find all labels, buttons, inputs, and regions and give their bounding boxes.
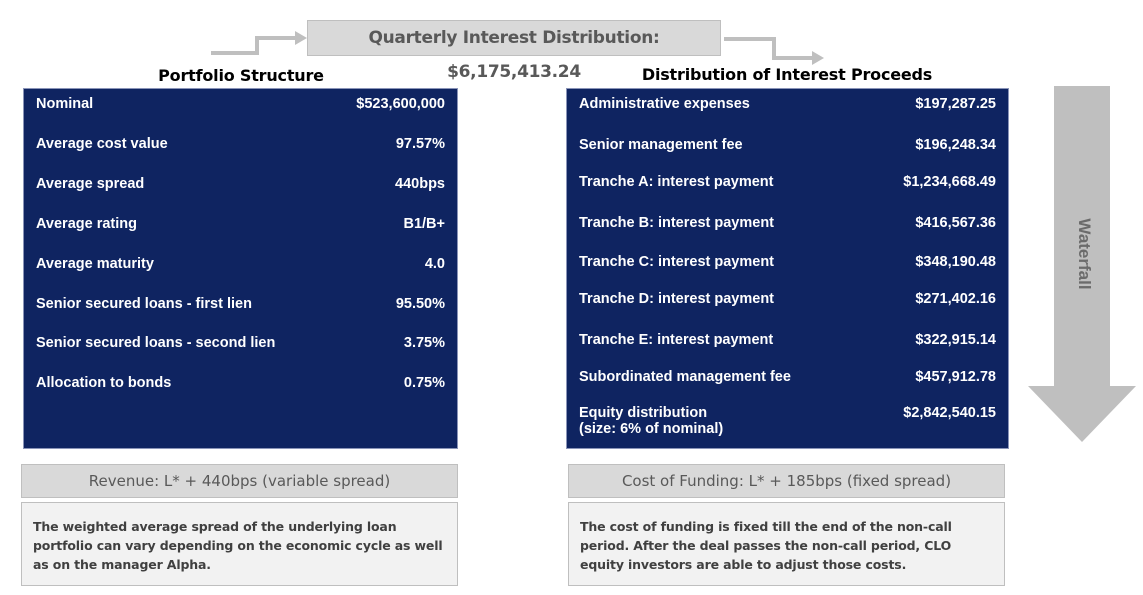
- row-label: Equity distribution (size: 6% of nominal…: [579, 405, 723, 437]
- row-label-main: Equity distribution: [579, 405, 708, 421]
- row-label: Average cost value: [36, 136, 168, 152]
- row-value: $322,915.14: [915, 332, 996, 348]
- row-label: Subordinated management fee: [579, 369, 791, 385]
- row-value: $523,600,000: [356, 96, 445, 112]
- waterfall-label: Waterfall: [1075, 218, 1094, 290]
- row-label: Administrative expenses: [579, 96, 750, 112]
- row-label: Tranche C: interest payment: [579, 254, 774, 270]
- row-value: $196,248.34: [915, 137, 996, 153]
- row-label: Tranche A: interest payment: [579, 174, 774, 190]
- revenue-label: Revenue: L* + 440bps (variable spread): [21, 464, 458, 498]
- row-label: Average spread: [36, 176, 145, 192]
- connector-arrow-right: [724, 37, 824, 65]
- row-value: 97.57%: [395, 136, 445, 152]
- portfolio-structure-title: Portfolio Structure: [158, 66, 324, 85]
- connector-arrow-left: [211, 31, 307, 55]
- row-label-sub: (size: 6% of nominal): [579, 421, 724, 437]
- row-value: 440bps: [395, 176, 445, 192]
- row-value: $271,402.16: [915, 291, 996, 307]
- row-value: 0.75%: [403, 375, 445, 391]
- row-label: Nominal: [36, 96, 94, 112]
- cost-of-funding-note: The cost of funding is fixed till the en…: [568, 502, 1005, 586]
- row-value: B1/B+: [403, 216, 445, 232]
- row-value: 3.75%: [403, 335, 445, 351]
- row-label: Tranche B: interest payment: [579, 215, 774, 231]
- row-value: $1,234,668.49: [903, 174, 996, 190]
- row-label: Tranche E: interest payment: [579, 332, 774, 348]
- row-value: $416,567.36: [915, 215, 996, 231]
- cost-of-funding-label: Cost of Funding: L* + 185bps (fixed spre…: [568, 464, 1005, 498]
- row-label: Senior secured loans - first lien: [36, 296, 252, 312]
- row-value: $457,912.78: [915, 369, 996, 385]
- distribution-panel: Administrative expenses $197,287.25 Seni…: [566, 88, 1009, 449]
- revenue-note: The weighted average spread of the under…: [21, 502, 458, 586]
- row-value: 95.50%: [395, 296, 445, 312]
- quarterly-distribution-title: Quarterly Interest Distribution: $6,175,…: [307, 20, 721, 82]
- row-label: Average maturity: [36, 256, 154, 272]
- row-value: 4.0: [424, 256, 445, 272]
- row-value: $2,842,540.15: [903, 405, 996, 421]
- portfolio-structure-panel: Nominal $523,600,000 Average cost value …: [23, 88, 458, 449]
- row-label: Senior management fee: [579, 137, 743, 153]
- row-label: Tranche D: interest payment: [579, 291, 774, 307]
- row-label: Average rating: [36, 216, 137, 232]
- row-label: Allocation to bonds: [36, 375, 172, 391]
- down-arrow-icon: [1028, 86, 1136, 442]
- row-value: $197,287.25: [915, 96, 996, 112]
- distribution-title: Distribution of Interest Proceeds: [641, 65, 933, 84]
- row-label: Senior secured loans - second lien: [36, 335, 276, 351]
- row-value: $348,190.48: [915, 254, 996, 270]
